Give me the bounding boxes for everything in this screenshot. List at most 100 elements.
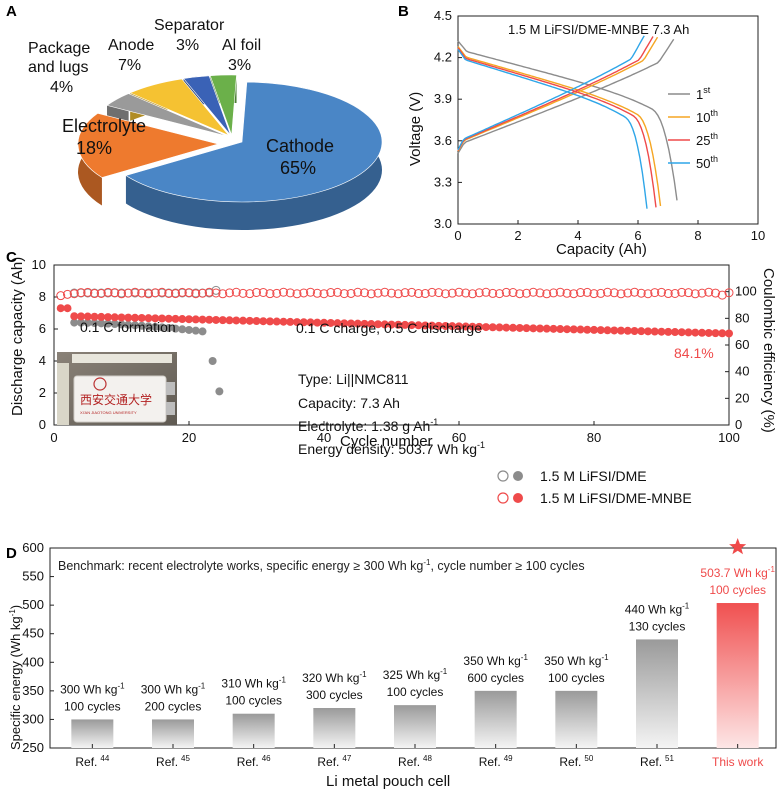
mnbe-ce-point	[454, 287, 464, 297]
bar-category-label: Ref. 45	[156, 754, 190, 769]
mnbe-ce-point	[636, 288, 646, 298]
mnbe-ce-point	[339, 289, 349, 299]
bar-category-label: Ref. 44	[75, 754, 109, 769]
mnbe-ce-point	[83, 287, 93, 297]
pie-label-anode: Anode	[108, 37, 154, 54]
cycling-y-right-tick-label: 80	[735, 310, 749, 325]
mnbe-capacity-point	[353, 319, 362, 328]
voltage-y-tick-label: 3.0	[434, 216, 452, 231]
bar-cycles-label: 100 cycles	[387, 685, 444, 699]
voltage-legend-label: 50th	[696, 154, 718, 171]
mnbe-capacity-point	[299, 318, 308, 327]
mnbe-ce-point	[69, 289, 79, 299]
pie-label-package-pct: 4%	[50, 79, 73, 96]
mnbe-capacity-point	[266, 317, 274, 326]
mnbe-capacity-point	[542, 324, 551, 333]
mnbe-ce-point	[684, 288, 693, 298]
benchmark-y-label-main: Specific energy (Wh kg	[8, 616, 23, 750]
dme-capacity-point	[171, 324, 180, 333]
mnbe-capacity-point	[286, 317, 295, 326]
mnbe-ce-point	[117, 289, 126, 299]
pie-label-anode-pct: 7%	[118, 57, 141, 74]
photo-university-name: 西安交通大学	[80, 392, 152, 407]
dme-capacity-point	[117, 320, 126, 329]
mnbe-ce-point	[704, 287, 714, 297]
voltage-chart-title: 1.5 M LiFSI/DME-MNBE 7.3 Ah	[508, 22, 689, 37]
mnbe-ce-point	[204, 287, 214, 297]
charge-curve	[457, 38, 675, 154]
mnbe-capacity-point	[259, 317, 268, 326]
mnbe-capacity-point	[178, 315, 187, 324]
cycling-y-left-tick-label: 10	[32, 257, 46, 272]
bar-cycles-label: 200 cycles	[145, 699, 202, 713]
mnbe-capacity-point	[239, 316, 247, 325]
mnbe-ce-point	[616, 289, 626, 299]
pie-slice	[77, 112, 220, 178]
mnbe-capacity-point	[97, 312, 106, 321]
mnbe-ce-point	[515, 289, 525, 299]
pie-label-electrolyte-pct: 18%	[76, 138, 112, 158]
pie-label-package-1: Package	[28, 40, 90, 57]
mnbe-capacity-point	[293, 318, 301, 327]
dme-capacity-point	[137, 321, 146, 330]
mnbe-capacity-point	[90, 312, 99, 321]
mnbe-ce-point	[346, 288, 356, 298]
mnbe-capacity-point	[306, 318, 315, 327]
cycling-y-right-tick-label: 100	[735, 284, 757, 299]
legend-dme-mnbe: 1.5 M LiFSI/DME-MNBE	[540, 490, 692, 506]
mnbe-capacity-point	[441, 321, 450, 330]
panel-label-b: B	[398, 3, 409, 20]
mnbe-capacity-point	[583, 325, 592, 334]
mnbe-ce-point	[238, 288, 248, 298]
mnbe-ce-point	[697, 288, 707, 298]
panel-label-c: C	[6, 249, 17, 266]
benchmark-note-prefix: Benchmark: recent electrolyte works, spe…	[58, 559, 423, 573]
ce-point	[63, 289, 72, 299]
benchmark-y-tick-label: 300	[22, 711, 44, 726]
mnbe-capacity-point	[387, 320, 396, 329]
mnbe-capacity-point	[131, 313, 139, 322]
pie-label-alfoil: Al foil	[222, 37, 261, 54]
pouch-cell-photo: 西安交通大学 XI'AN JIAOTONG UNIVERSITY	[57, 352, 177, 425]
bar-energy-label: 300 Wh kg-1	[141, 681, 206, 696]
charge-curve	[457, 36, 654, 151]
mnbe-capacity-point	[428, 321, 436, 330]
benchmark-chart: 250 300 350 400 450 500 550 600 Benchmark: rece…	[8, 538, 777, 790]
reference-bar	[555, 690, 598, 748]
cycling-y-left-label: Discharge capacity (Ah)	[9, 257, 26, 416]
mnbe-capacity-point	[684, 328, 693, 337]
reference-bar	[636, 639, 678, 748]
mnbe-capacity-point	[245, 316, 254, 325]
mnbe-capacity-point	[556, 325, 565, 334]
mnbe-capacity-point	[144, 314, 153, 323]
bar-category-label: Ref. 51	[640, 754, 674, 769]
benchmark-note-suffix: , cycle number ≥ 100 cycles	[430, 559, 584, 573]
bar-cycles-label: 300 cycles	[306, 688, 363, 702]
ce-point	[56, 291, 66, 301]
mnbe-ce-point	[130, 287, 140, 297]
mnbe-ce-point	[103, 287, 113, 297]
mnbe-capacity-point	[536, 324, 544, 333]
mnbe-capacity-point	[232, 316, 241, 325]
formation-annotation: 0.1 C formation	[80, 319, 176, 335]
mnbe-capacity-point	[83, 312, 92, 321]
mnbe-capacity-point	[185, 315, 193, 324]
voltage-x-tick-label: 6	[634, 228, 641, 243]
mnbe-ce-point	[90, 289, 99, 299]
mnbe-capacity-point	[482, 323, 490, 332]
mnbe-capacity-point	[333, 319, 342, 328]
mnbe-ce-point	[549, 288, 558, 298]
benchmark-x-label: Li metal pouch cell	[326, 773, 450, 790]
mnbe-ce-point	[150, 288, 160, 298]
mnbe-capacity-point	[407, 321, 416, 330]
mnbe-capacity-point	[104, 313, 112, 322]
mnbe-ce-point	[690, 289, 700, 299]
mnbe-capacity-point	[644, 327, 652, 336]
voltage-legend-label: 1st	[696, 85, 711, 102]
dme-capacity-point	[104, 319, 112, 328]
cycling-y-left-tick-label: 2	[39, 385, 46, 400]
mnbe-capacity-point	[617, 326, 625, 335]
mnbe-ce-point	[427, 287, 437, 297]
dme-capacity-point	[83, 318, 92, 327]
